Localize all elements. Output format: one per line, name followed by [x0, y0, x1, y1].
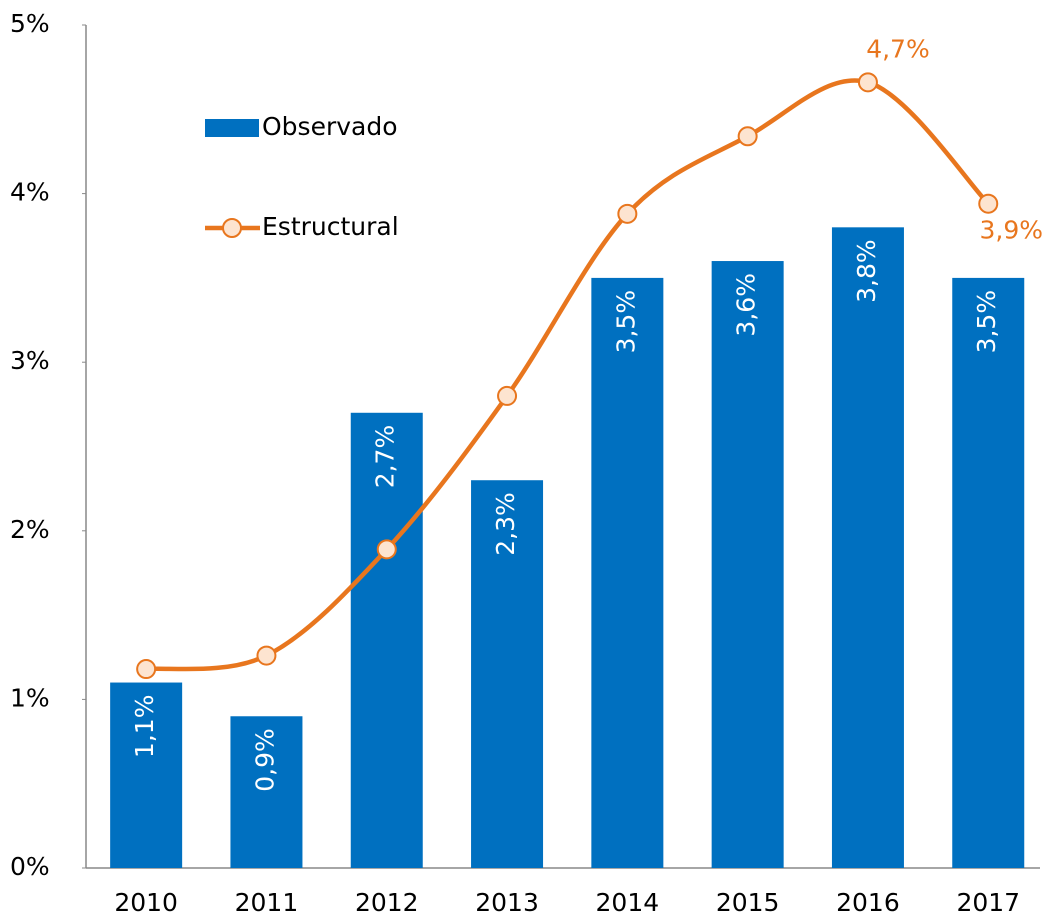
- bar-value-label: 3,8%: [852, 239, 881, 303]
- y-tick-label: 3%: [10, 346, 50, 375]
- bar-value-label: 3,5%: [611, 290, 640, 354]
- x-tick-label: 2014: [596, 888, 660, 917]
- x-tick-label: 2010: [114, 888, 178, 917]
- y-tick-label: 0%: [10, 852, 50, 881]
- legend-marker: [222, 218, 242, 238]
- bar-value-label: 0,9%: [250, 728, 279, 792]
- x-tick-label: 2017: [956, 888, 1020, 917]
- x-tick-label: 2012: [355, 888, 419, 917]
- legend-label: Estructural: [262, 212, 399, 241]
- y-tick-label: 1%: [10, 683, 50, 712]
- bar: [230, 716, 303, 868]
- x-tick-label: 2013: [475, 888, 539, 917]
- x-tick-label: 2016: [836, 888, 900, 917]
- bar: [471, 480, 544, 868]
- bar-value-label: 2,3%: [491, 492, 520, 556]
- bar: [711, 261, 784, 868]
- bar: [110, 682, 183, 868]
- line-marker: [136, 659, 157, 680]
- line-marker: [617, 203, 638, 224]
- bar: [952, 277, 1025, 868]
- y-tick-label: 5%: [10, 9, 50, 38]
- bar-value-label: 2,7%: [371, 425, 400, 489]
- bar: [350, 412, 423, 868]
- line-marker: [857, 72, 878, 93]
- bar: [591, 277, 664, 868]
- x-tick-label: 2011: [235, 888, 299, 917]
- line-value-label: 4,7%: [866, 34, 930, 63]
- line-marker: [737, 126, 758, 147]
- line-value-label: 3,9%: [979, 216, 1043, 245]
- line-marker: [376, 539, 397, 560]
- line-marker: [497, 385, 518, 406]
- bar: [831, 227, 904, 868]
- legend-swatch: [205, 119, 259, 137]
- y-tick-label: 2%: [10, 515, 50, 544]
- bar-value-label: 3,6%: [732, 273, 761, 337]
- legend-label: Observado: [262, 112, 398, 141]
- y-tick-label: 4%: [10, 178, 50, 207]
- bar-value-label: 3,5%: [972, 290, 1001, 354]
- bar-value-label: 1,1%: [130, 695, 159, 759]
- x-tick-label: 2015: [716, 888, 780, 917]
- line-marker: [978, 193, 999, 214]
- line-marker: [256, 645, 277, 666]
